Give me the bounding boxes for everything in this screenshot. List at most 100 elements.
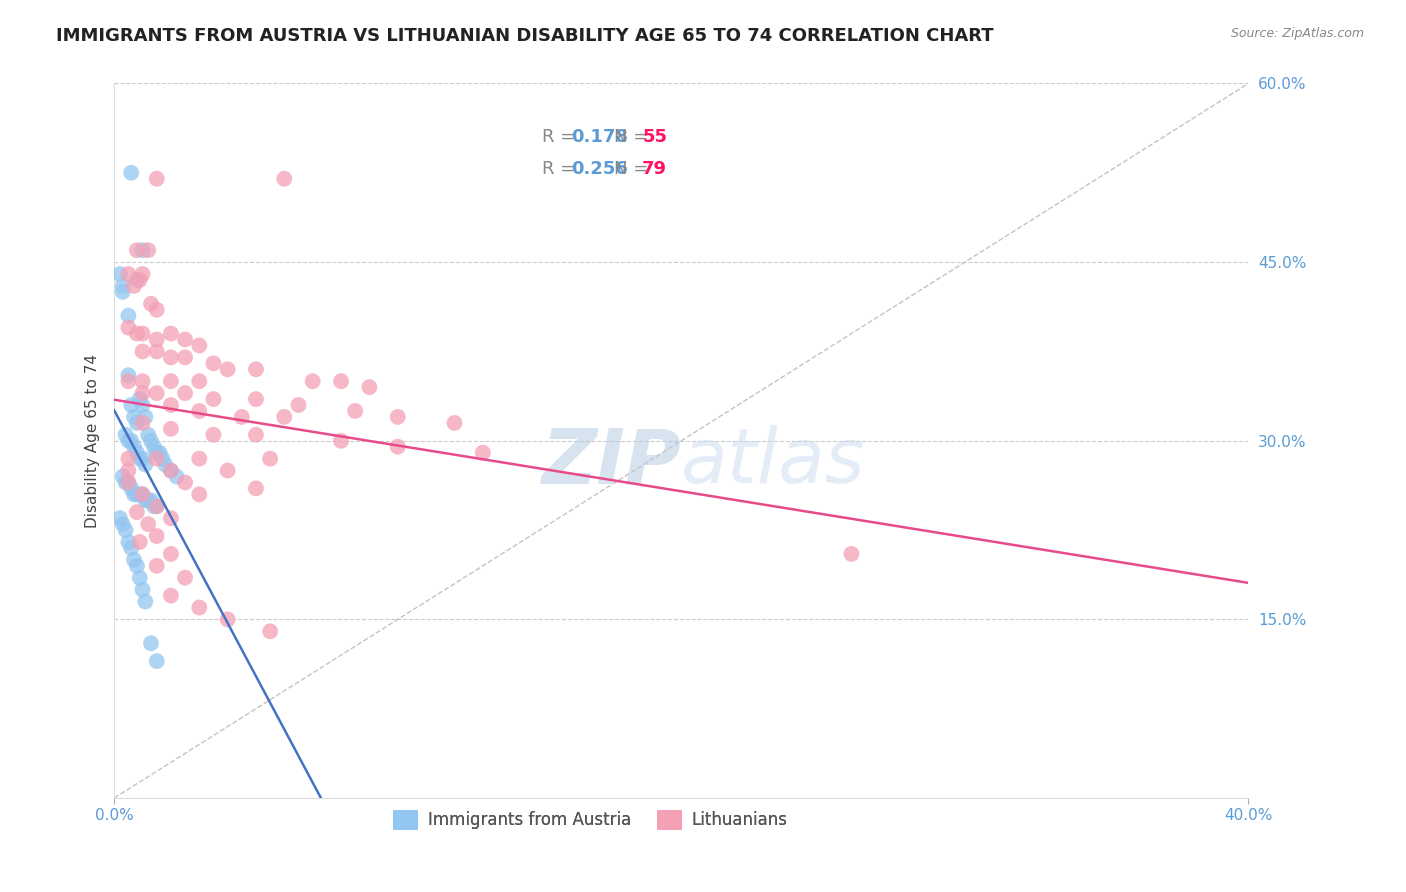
Text: R =: R = (543, 128, 581, 145)
Point (142, 500, 165, 514)
Point (125, 243, 148, 257)
Point (131, 267, 153, 281)
Point (111, 279, 134, 293)
Point (330, 374, 353, 388)
Point (117, 434, 139, 448)
Point (134, 458, 156, 472)
Point (125, 273, 148, 287)
Point (134, 493, 156, 508)
Point (301, 374, 323, 388)
Point (359, 380, 381, 394)
Point (139, 636, 162, 650)
Point (387, 440, 409, 454)
Point (136, 493, 159, 508)
Point (128, 487, 150, 501)
Point (160, 374, 183, 388)
Point (117, 309, 139, 323)
Point (128, 273, 150, 287)
Point (125, 445, 148, 459)
Point (188, 404, 211, 418)
Point (142, 440, 165, 454)
Text: 79: 79 (643, 160, 668, 178)
Point (145, 302, 167, 317)
Point (443, 416, 465, 430)
Point (174, 475, 197, 490)
Point (120, 541, 142, 555)
Point (111, 469, 134, 483)
Point (117, 451, 139, 466)
Point (117, 463, 139, 477)
Point (117, 475, 139, 490)
Point (117, 267, 139, 281)
Point (125, 558, 148, 573)
Point (114, 523, 136, 537)
Point (841, 547, 863, 561)
Point (117, 320, 139, 334)
Point (131, 487, 153, 501)
Point (166, 469, 188, 483)
Text: R =: R = (543, 160, 581, 178)
Point (136, 517, 159, 532)
Point (188, 374, 211, 388)
Text: 0.256: 0.256 (571, 160, 627, 178)
Point (120, 166, 142, 180)
Point (231, 409, 253, 424)
Y-axis label: Disability Age 65 to 74: Disability Age 65 to 74 (86, 354, 100, 528)
Point (117, 535, 139, 549)
Point (128, 392, 150, 406)
Point (131, 487, 153, 501)
Point (188, 451, 211, 466)
Point (120, 482, 142, 496)
Point (160, 463, 183, 477)
Point (188, 487, 211, 501)
Point (330, 434, 353, 448)
Point (134, 409, 156, 424)
Point (114, 427, 136, 442)
Point (120, 398, 142, 412)
Point (122, 553, 145, 567)
Point (145, 529, 167, 543)
Point (131, 386, 153, 401)
Point (139, 434, 162, 448)
Point (188, 600, 211, 615)
Point (148, 445, 170, 459)
Point (344, 404, 367, 418)
Point (259, 624, 281, 639)
Point (188, 338, 211, 352)
Point (259, 451, 281, 466)
Point (131, 582, 153, 597)
Point (160, 547, 183, 561)
Point (136, 243, 159, 257)
Point (108, 511, 131, 525)
Point (160, 511, 183, 525)
Point (160, 589, 183, 603)
Point (131, 451, 153, 466)
Point (114, 475, 136, 490)
Legend: Immigrants from Austria, Lithuanians: Immigrants from Austria, Lithuanians (380, 797, 801, 843)
Text: N =: N = (613, 128, 654, 145)
Point (122, 279, 145, 293)
Point (145, 344, 167, 359)
Point (273, 171, 295, 186)
Point (174, 386, 197, 401)
Text: 0.178: 0.178 (571, 128, 627, 145)
Point (471, 445, 494, 459)
Point (131, 326, 153, 341)
Point (174, 571, 197, 585)
Point (160, 422, 183, 436)
Text: IMMIGRANTS FROM AUSTRIA VS LITHUANIAN DISABILITY AGE 65 TO 74 CORRELATION CHART: IMMIGRANTS FROM AUSTRIA VS LITHUANIAN DI… (56, 27, 994, 45)
Point (139, 493, 162, 508)
Point (131, 374, 153, 388)
Point (128, 451, 150, 466)
Point (245, 362, 267, 376)
Point (160, 398, 183, 412)
Point (131, 344, 153, 359)
Point (108, 267, 131, 281)
Point (160, 351, 183, 365)
Point (217, 612, 239, 626)
Text: ZIP: ZIP (541, 425, 682, 500)
Point (117, 368, 139, 383)
Point (120, 434, 142, 448)
Point (145, 451, 167, 466)
Point (217, 463, 239, 477)
